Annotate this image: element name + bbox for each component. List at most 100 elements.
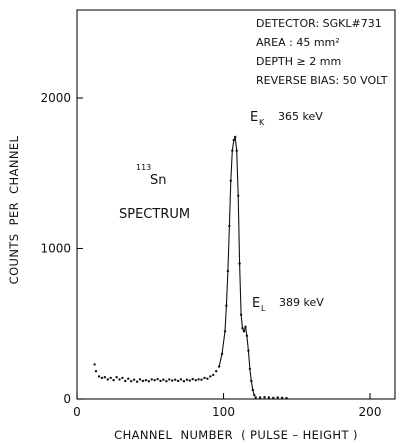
detector-line: DETECTOR: SGKL#731 (256, 17, 382, 30)
data-point (159, 379, 162, 383)
data-point (191, 377, 194, 381)
data-point (247, 349, 250, 352)
data-point (185, 378, 189, 381)
data-point (103, 376, 107, 379)
plot-frame (76, 9, 396, 400)
data-point (237, 194, 240, 197)
x-tick-label: 0 (73, 405, 81, 419)
data-point (225, 304, 228, 307)
peak-symbol: E (250, 110, 258, 125)
x-tick-label: 200 (359, 405, 382, 419)
data-point (231, 149, 234, 152)
data-point (106, 378, 110, 381)
data-point (118, 378, 121, 381)
data-point (124, 379, 127, 383)
data-point (209, 375, 212, 378)
data-point (168, 378, 171, 381)
data-point (280, 396, 284, 399)
data-point (150, 378, 153, 381)
data-point (200, 378, 203, 381)
data-point (194, 379, 197, 382)
data-point (182, 380, 186, 383)
data-point (267, 396, 271, 399)
data-point (239, 313, 243, 316)
data-point (174, 378, 177, 381)
data-point (217, 365, 221, 368)
spectrum-curve (218, 135, 255, 396)
y-tick-label: 0 (63, 392, 71, 406)
data-point (188, 379, 191, 382)
data-point (203, 376, 206, 380)
data-point (179, 378, 183, 381)
x-tick-label: 100 (212, 405, 235, 419)
data-point (244, 325, 247, 328)
detector-info: DETECTOR: SGKL#731 AREA : 45 mm² DEPTH ≥… (256, 17, 388, 87)
data-point (220, 352, 224, 356)
data-point (254, 396, 257, 399)
sample-element: Sn (150, 173, 167, 188)
data-point (197, 378, 200, 381)
data-point (215, 370, 218, 373)
data-point (241, 327, 244, 330)
x-axis-label: CHANNEL NUMBER ( PULSE – HEIGHT ) (114, 428, 358, 442)
data-point (144, 379, 148, 382)
data-point (263, 396, 266, 399)
data-point (176, 379, 180, 383)
sample-spectrum-text: SPECTRUM (119, 207, 190, 222)
data-point (258, 396, 262, 399)
data-point (245, 334, 249, 337)
data-point (115, 376, 118, 379)
data-point (238, 262, 241, 265)
data-point (229, 179, 232, 182)
data-point (171, 379, 174, 382)
data-point (251, 388, 254, 392)
data-point (147, 380, 150, 383)
peak-symbol: E (252, 296, 260, 311)
data-point (112, 379, 115, 382)
peak-label-el: E L 389 keV (252, 296, 324, 313)
peak-energy: 365 keV (278, 110, 323, 123)
data-point (272, 396, 275, 399)
data-point (228, 224, 231, 228)
peak-subscript: L (261, 304, 266, 313)
axis-ticks (76, 97, 371, 400)
data-point (97, 375, 101, 378)
y-tick-label: 2000 (40, 91, 71, 105)
data-point (276, 396, 279, 399)
data-point (212, 373, 215, 377)
sample-label: 113 Sn SPECTRUM (119, 163, 190, 222)
data-point (132, 378, 136, 381)
data-point (248, 367, 252, 371)
data-point (206, 377, 209, 380)
y-axis-label: COUNTS PER CHANNEL (7, 135, 21, 284)
peak-subscript: K (259, 118, 265, 127)
data-point (93, 363, 96, 366)
data-point (156, 377, 159, 381)
data-point (253, 394, 256, 397)
data-point (226, 269, 230, 273)
data-point (100, 376, 104, 380)
data-point (141, 379, 145, 383)
depth-line: DEPTH ≥ 2 mm (256, 55, 341, 68)
data-points (93, 135, 288, 400)
data-point (153, 379, 156, 382)
data-point (138, 378, 142, 381)
data-point (223, 330, 227, 333)
data-point (109, 376, 112, 380)
peak-energy: 389 keV (279, 296, 324, 309)
y-tick-label: 1000 (40, 242, 71, 256)
data-point (250, 379, 253, 383)
data-point (94, 370, 98, 373)
peak-label-ek: E K 365 keV (250, 110, 323, 127)
data-point (162, 378, 165, 381)
data-point (127, 377, 130, 380)
bias-line: REVERSE BIAS: 50 VOLT (256, 74, 388, 87)
data-point (235, 149, 238, 152)
data-point (242, 330, 246, 333)
data-point (130, 380, 133, 383)
data-point (234, 135, 237, 139)
data-point (165, 380, 168, 383)
area-line: AREA : 45 mm² (256, 36, 340, 49)
